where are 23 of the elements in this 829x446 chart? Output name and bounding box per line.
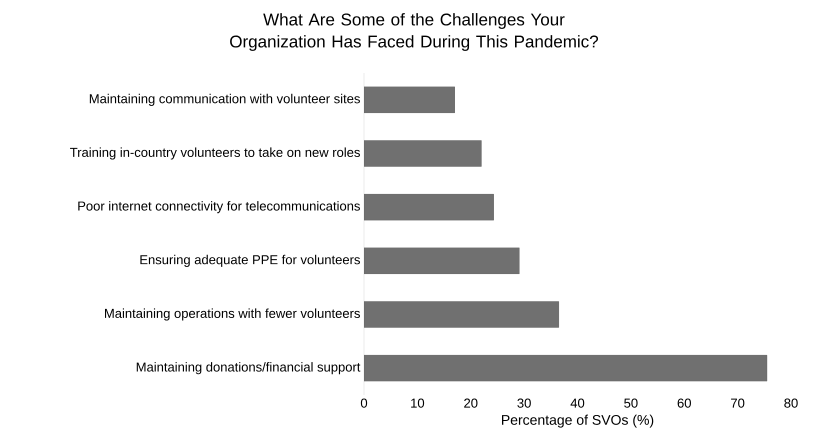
y-tick-label: Maintaining communication with volunteer sites xyxy=(90,94,360,106)
x-tick-label: 60 xyxy=(678,398,691,408)
x-tick-label: 20 xyxy=(464,398,478,408)
x-tick-label: 30 xyxy=(517,398,531,408)
x-tick-label: 50 xyxy=(624,398,638,408)
y-tick-label: Poor internet connectivity for telecommunications xyxy=(78,201,360,214)
x-tick-label: 40 xyxy=(570,398,584,408)
bar xyxy=(364,301,560,328)
bar xyxy=(364,354,768,382)
x-tick-label: 70 xyxy=(731,398,744,408)
y-tick-label: Ensuring adequate PPE for volunteers xyxy=(140,254,360,267)
bar xyxy=(364,194,494,220)
x-axis-title: Percentage of SVOs (%) xyxy=(502,414,654,428)
x-tick-label: 0 xyxy=(360,398,368,408)
chart-title: What Are Some of the Challenges Your Organization Has Faced During This Pandemic? xyxy=(230,13,598,51)
y-tick-label: Maintaining operations with fewer volunteers xyxy=(105,308,360,321)
bar xyxy=(364,248,520,274)
y-tick-label: Maintaining donations/financial support xyxy=(136,362,360,374)
bar xyxy=(364,140,482,167)
x-tick-label: 10 xyxy=(411,398,424,408)
y-tick-label: Training in-country volunteers to take on new roles xyxy=(70,147,360,160)
bar xyxy=(364,86,455,114)
x-tick-label: 80 xyxy=(784,398,798,408)
